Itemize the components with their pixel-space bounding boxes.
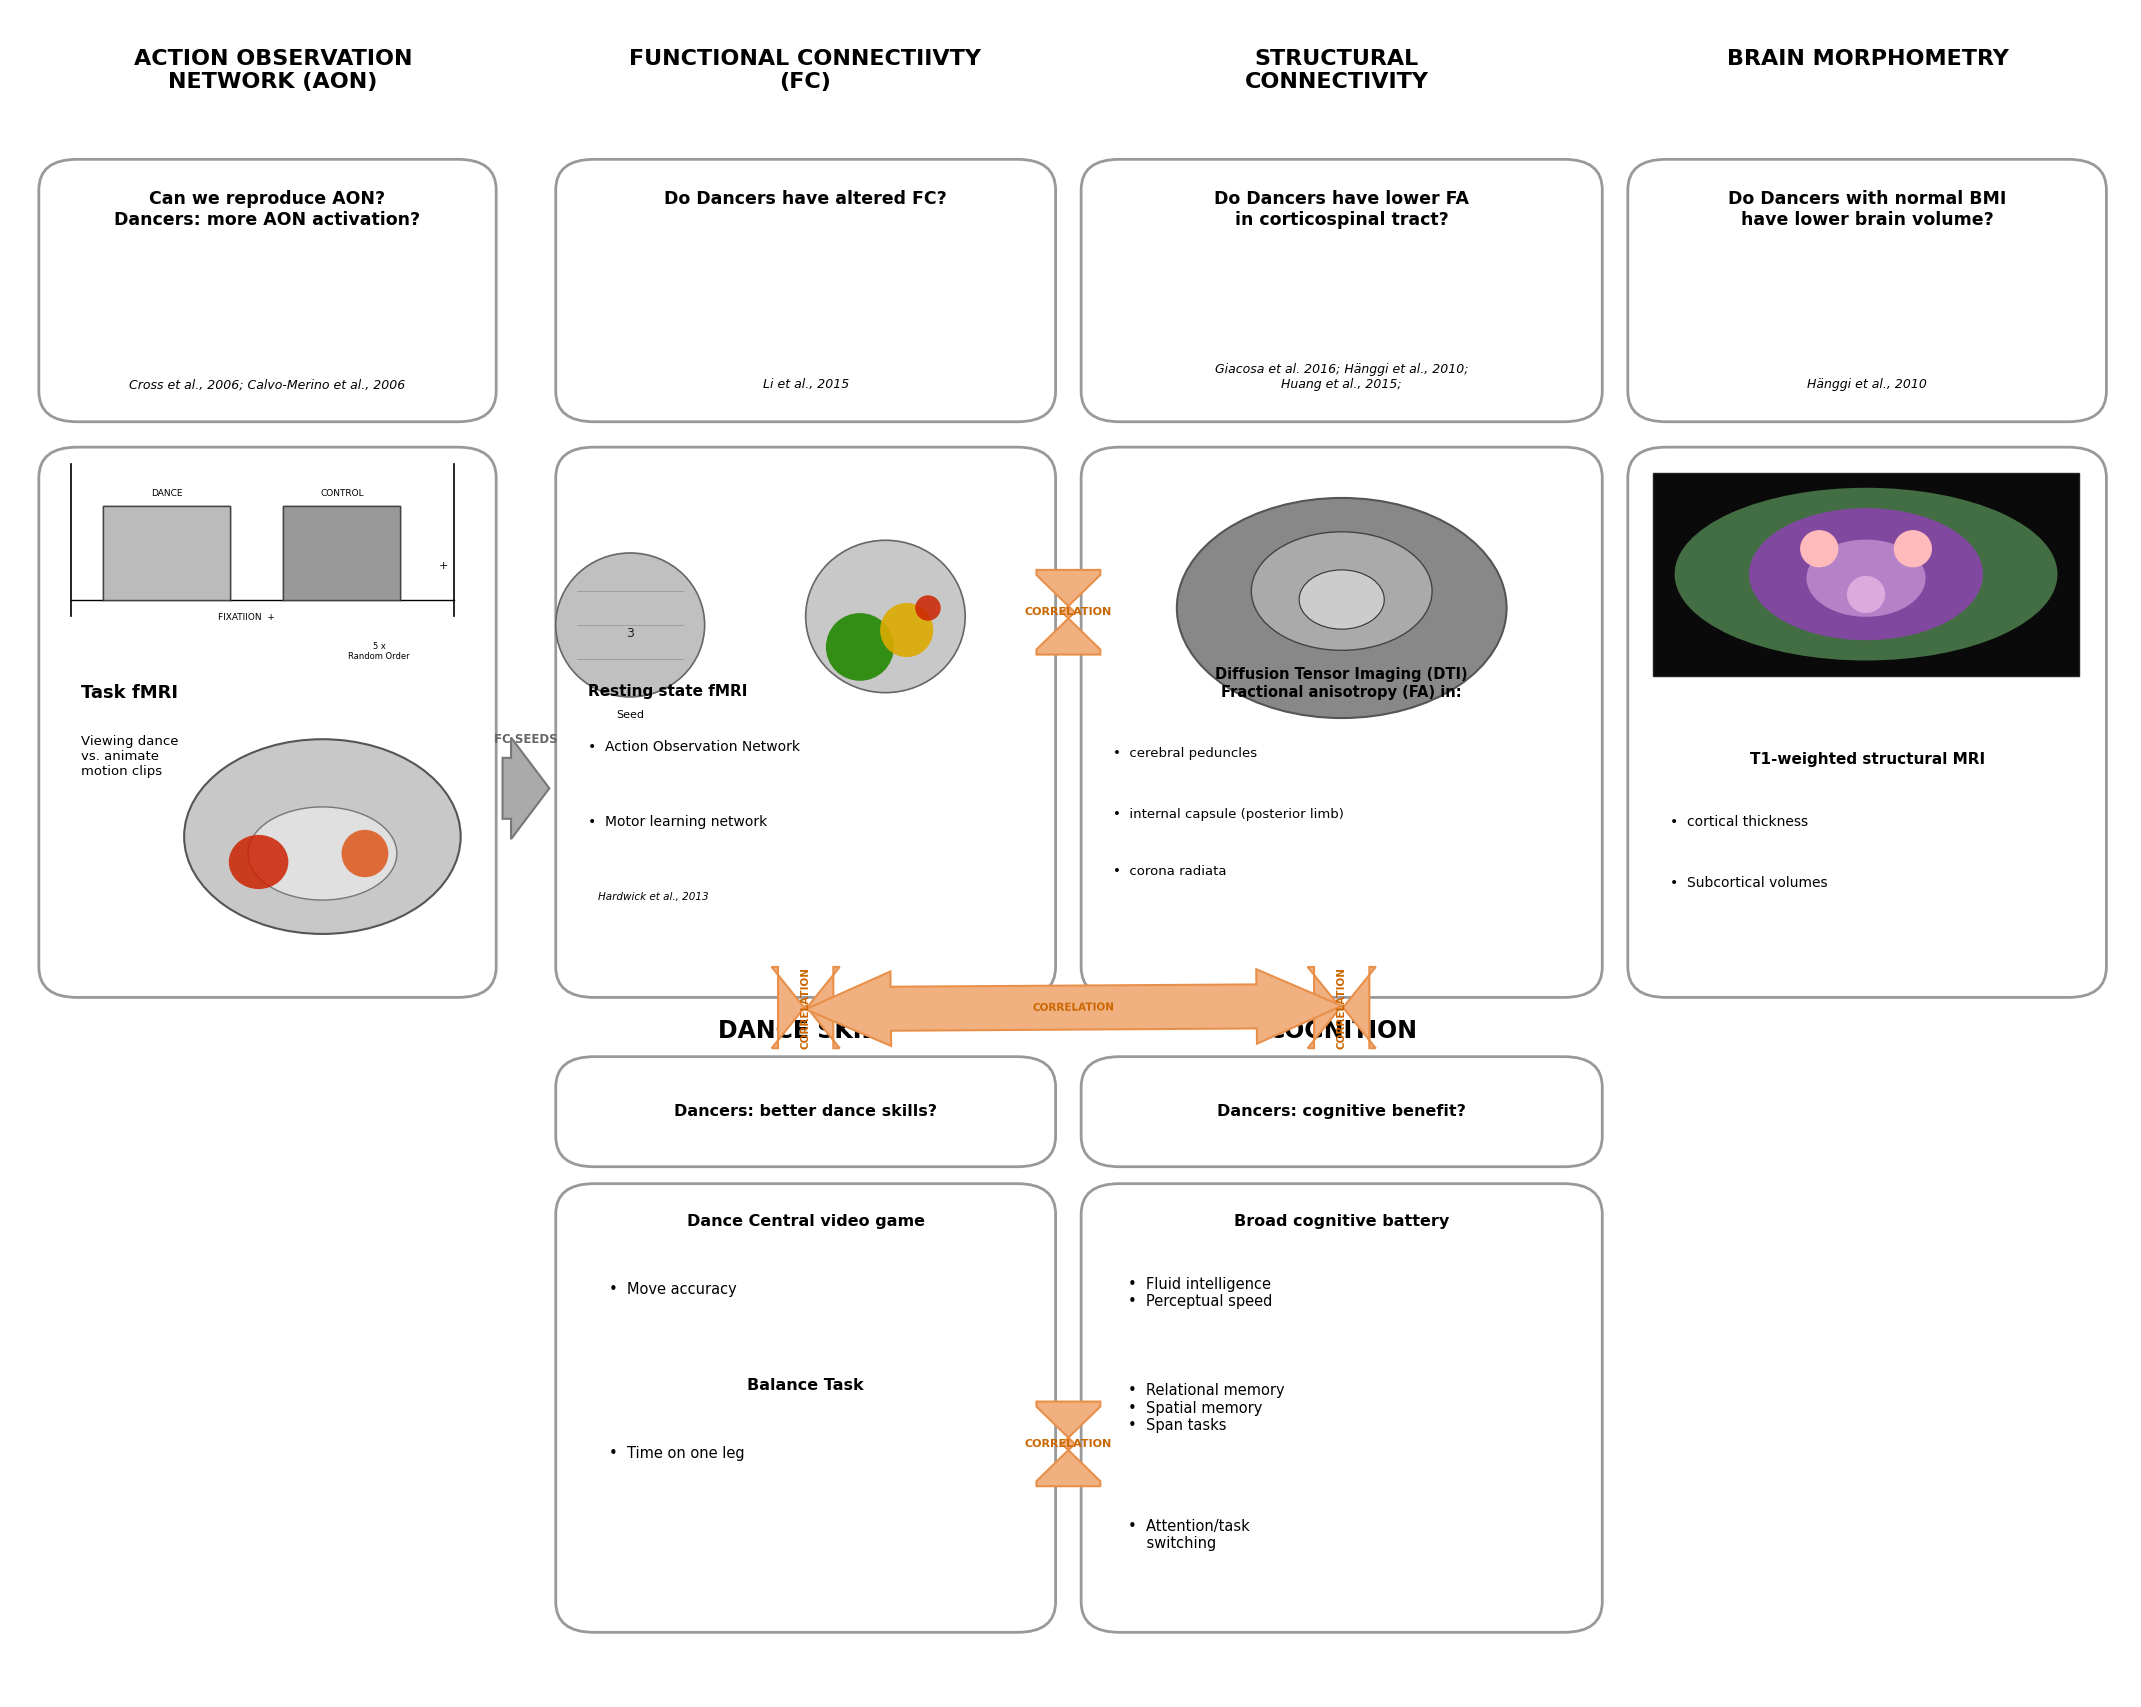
Text: T1-weighted structural MRI: T1-weighted structural MRI bbox=[1749, 751, 1985, 766]
Ellipse shape bbox=[1749, 509, 1983, 640]
Text: Dancers: better dance skills?: Dancers: better dance skills? bbox=[674, 1104, 938, 1120]
FancyBboxPatch shape bbox=[1081, 1057, 1601, 1166]
Text: CORRELATION: CORRELATION bbox=[1026, 1439, 1111, 1449]
FancyBboxPatch shape bbox=[557, 1183, 1056, 1632]
Text: Li et al., 2015: Li et al., 2015 bbox=[762, 379, 848, 391]
Text: Dance Central video game: Dance Central video game bbox=[687, 1214, 925, 1229]
Text: Do Dancers have lower FA
in corticospinal tract?: Do Dancers have lower FA in corticospina… bbox=[1214, 189, 1469, 229]
Bar bbox=[283, 507, 400, 599]
Text: •  Relational memory
•  Spatial memory
•  Span tasks: • Relational memory • Spatial memory • S… bbox=[1128, 1383, 1285, 1434]
Text: Broad cognitive battery: Broad cognitive battery bbox=[1233, 1214, 1449, 1229]
Text: Hardwick et al., 2013: Hardwick et al., 2013 bbox=[597, 893, 709, 903]
FancyBboxPatch shape bbox=[1081, 159, 1601, 422]
Text: •  Move accuracy: • Move accuracy bbox=[608, 1282, 737, 1297]
Text: Resting state fMRI: Resting state fMRI bbox=[587, 685, 747, 700]
Text: BRAIN MORPHOMETRY: BRAIN MORPHOMETRY bbox=[1728, 50, 2008, 70]
Ellipse shape bbox=[248, 807, 396, 900]
Text: •  corona radiata: • corona radiata bbox=[1113, 865, 1227, 879]
Text: 3: 3 bbox=[627, 626, 634, 640]
Ellipse shape bbox=[880, 603, 933, 657]
Text: Cross et al., 2006; Calvo-Merino et al., 2006: Cross et al., 2006; Calvo-Merino et al.,… bbox=[128, 379, 405, 391]
FancyBboxPatch shape bbox=[1081, 447, 1601, 997]
Text: 5 x
Random Order: 5 x Random Order bbox=[349, 642, 409, 661]
FancyBboxPatch shape bbox=[1627, 447, 2107, 997]
Ellipse shape bbox=[184, 739, 460, 934]
FancyBboxPatch shape bbox=[1081, 1183, 1601, 1632]
Polygon shape bbox=[1036, 1401, 1100, 1487]
Ellipse shape bbox=[805, 541, 966, 693]
Text: DANCE: DANCE bbox=[150, 488, 182, 498]
Polygon shape bbox=[503, 737, 550, 840]
Ellipse shape bbox=[343, 830, 388, 877]
Text: •  Time on one leg: • Time on one leg bbox=[608, 1446, 745, 1461]
Text: STRUCTURAL
CONNECTIVITY: STRUCTURAL CONNECTIVITY bbox=[1244, 50, 1428, 92]
Polygon shape bbox=[1308, 966, 1377, 1048]
Ellipse shape bbox=[1807, 539, 1925, 616]
Text: •  cerebral peduncles: • cerebral peduncles bbox=[1113, 748, 1257, 760]
Ellipse shape bbox=[1848, 575, 1886, 613]
FancyBboxPatch shape bbox=[1627, 159, 2107, 422]
Polygon shape bbox=[1036, 570, 1100, 654]
Ellipse shape bbox=[826, 613, 895, 681]
Text: Do Dancers have altered FC?: Do Dancers have altered FC? bbox=[664, 189, 946, 208]
Ellipse shape bbox=[557, 553, 704, 696]
Text: Diffusion Tensor Imaging (DTI)
Fractional anisotropy (FA) in:: Diffusion Tensor Imaging (DTI) Fractiona… bbox=[1216, 667, 1469, 700]
Text: FIXATIION  +: FIXATIION + bbox=[218, 613, 274, 621]
Text: COGNITION: COGNITION bbox=[1267, 1019, 1417, 1043]
FancyBboxPatch shape bbox=[39, 447, 497, 997]
Text: Dancers: cognitive benefit?: Dancers: cognitive benefit? bbox=[1218, 1104, 1467, 1120]
Text: •  cortical thickness: • cortical thickness bbox=[1670, 814, 1809, 828]
Text: ACTION OBSERVATION
NETWORK (AON): ACTION OBSERVATION NETWORK (AON) bbox=[133, 50, 411, 92]
Ellipse shape bbox=[1300, 570, 1385, 630]
Text: Hänggi et al., 2010: Hänggi et al., 2010 bbox=[1807, 379, 1927, 391]
Text: CORRELATION: CORRELATION bbox=[1026, 608, 1111, 618]
Bar bbox=[1653, 473, 2079, 676]
FancyBboxPatch shape bbox=[557, 159, 1056, 422]
Text: Do Dancers with normal BMI
have lower brain volume?: Do Dancers with normal BMI have lower br… bbox=[1728, 189, 2006, 229]
Polygon shape bbox=[805, 970, 1342, 1046]
Ellipse shape bbox=[1801, 531, 1839, 567]
Text: FUNCTIONAL CONNECTIIVTY
(FC): FUNCTIONAL CONNECTIIVTY (FC) bbox=[629, 50, 981, 92]
Text: +: + bbox=[439, 560, 447, 570]
Text: Giacosa et al. 2016; Hänggi et al., 2010;
Huang et al., 2015;: Giacosa et al. 2016; Hänggi et al., 2010… bbox=[1214, 364, 1469, 391]
Text: DANCE SKILL: DANCE SKILL bbox=[717, 1019, 891, 1043]
Ellipse shape bbox=[1178, 498, 1507, 719]
Text: CORRELATION: CORRELATION bbox=[1336, 966, 1347, 1048]
Text: •  Fluid intelligence
•  Perceptual speed: • Fluid intelligence • Perceptual speed bbox=[1128, 1277, 1272, 1309]
Text: Seed: Seed bbox=[617, 710, 644, 720]
Ellipse shape bbox=[229, 835, 289, 889]
Text: •  Motor learning network: • Motor learning network bbox=[587, 814, 766, 828]
Text: Balance Task: Balance Task bbox=[747, 1378, 865, 1393]
Ellipse shape bbox=[914, 596, 940, 621]
Text: Task fMRI: Task fMRI bbox=[81, 685, 178, 702]
FancyBboxPatch shape bbox=[557, 447, 1056, 997]
Text: CONTROL: CONTROL bbox=[321, 488, 364, 498]
Ellipse shape bbox=[1250, 533, 1432, 650]
Text: FC SEEDS: FC SEEDS bbox=[495, 732, 559, 746]
Ellipse shape bbox=[1674, 488, 2058, 661]
FancyBboxPatch shape bbox=[557, 1057, 1056, 1166]
Text: •  internal capsule (posterior limb): • internal capsule (posterior limb) bbox=[1113, 807, 1345, 821]
Text: CORRELATION: CORRELATION bbox=[1032, 1002, 1115, 1012]
Polygon shape bbox=[771, 966, 839, 1048]
Text: Can we reproduce AON?
Dancers: more AON activation?: Can we reproduce AON? Dancers: more AON … bbox=[113, 189, 420, 229]
FancyBboxPatch shape bbox=[39, 159, 497, 422]
Text: •  Attention/task
    switching: • Attention/task switching bbox=[1128, 1519, 1250, 1552]
Bar bbox=[103, 507, 231, 599]
Ellipse shape bbox=[1893, 531, 1931, 567]
Text: •  Action Observation Network: • Action Observation Network bbox=[587, 741, 799, 754]
Text: Viewing dance
vs. animate
motion clips: Viewing dance vs. animate motion clips bbox=[81, 736, 180, 778]
Text: CORRELATION: CORRELATION bbox=[801, 966, 811, 1048]
Text: •  Subcortical volumes: • Subcortical volumes bbox=[1670, 876, 1828, 889]
